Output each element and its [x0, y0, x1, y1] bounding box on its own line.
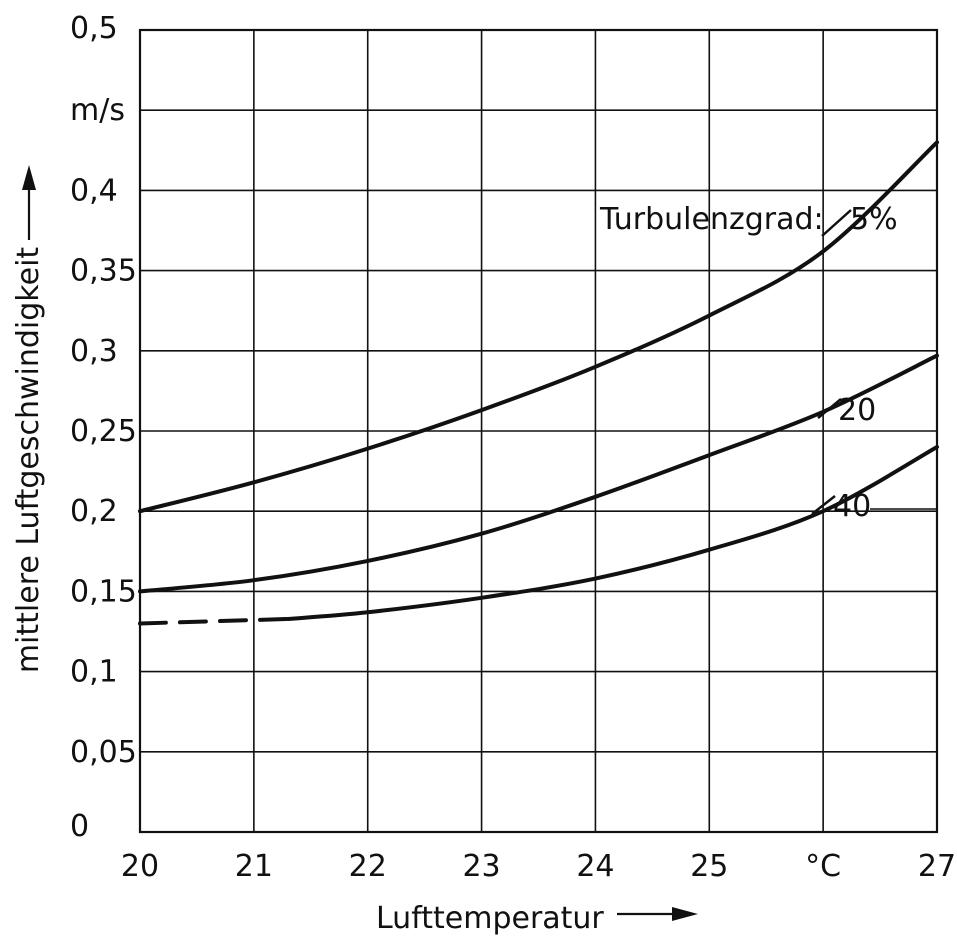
x-tick-label-2: 22	[349, 849, 387, 884]
series-line-2	[286, 445, 939, 621]
y-tick-label-2: 0,1	[70, 655, 118, 690]
x-tick-label-3: 23	[462, 849, 500, 884]
y-tick-label-6: 0,3	[70, 334, 118, 369]
legend-title: Turbulenzgrad:	[599, 202, 824, 237]
series-line-0	[138, 140, 939, 514]
y-tick-label-1: 0,05	[70, 735, 137, 770]
tick-labels: 20 21 22 23 24 25 °C 27 0 0,05 0,1 0,15 0,2 0,25 0,3 0,…	[70, 11, 956, 884]
y-axis-title: mittlere Luftgeschwindigkeit	[11, 247, 46, 674]
y-tick-label-3: 0,15	[70, 574, 137, 609]
y-tick-label-5: 0,25	[70, 414, 137, 449]
y-tick-label-9: m/s	[70, 93, 125, 128]
plot-frame	[138, 28, 939, 834]
series-label-5: 5%	[850, 202, 898, 237]
series-line-2-dashed	[138, 617, 290, 626]
y-tick-label-10: 0,5	[70, 11, 118, 46]
curves	[138, 140, 939, 626]
label-leader-20	[817, 398, 842, 419]
x-tick-label-7: 27	[918, 849, 956, 884]
y-axis-arrow	[22, 165, 36, 240]
y-tick-label-8: 0,4	[70, 173, 118, 208]
x-tick-label-4: 24	[576, 849, 614, 884]
series-label-20: 20	[838, 393, 876, 428]
grid	[138, 28, 939, 834]
x-axis-title: Lufttemperatur	[376, 901, 604, 936]
y-tick-label-0: 0	[70, 809, 89, 844]
label-leader-40	[811, 495, 836, 515]
x-tick-label-1: 21	[235, 849, 273, 884]
y-tick-label-4: 0,2	[70, 494, 118, 529]
series-line-1	[138, 353, 939, 594]
label-leader-5	[821, 209, 852, 237]
y-tick-label-7: 0,35	[70, 254, 137, 289]
x-axis-arrow	[617, 907, 698, 921]
x-tick-label-0: 20	[121, 849, 159, 884]
x-tick-label-5: 25	[690, 849, 728, 884]
series-label-40: 40	[833, 489, 871, 524]
x-tick-label-6: °C	[805, 849, 841, 884]
